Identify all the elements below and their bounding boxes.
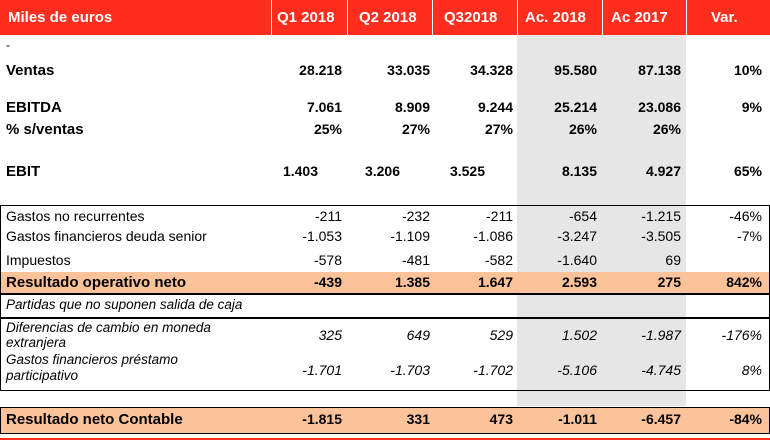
cell-dif-cambio-var: -176%	[721, 327, 762, 343]
cell-res-op-q3: 1.647	[477, 274, 513, 290]
cell-gastos-prest-ac2018: -5.106	[557, 362, 597, 378]
cell-ebit-q3: 3.525	[449, 163, 485, 179]
header-divider	[347, 0, 348, 35]
cell-impuestos-q1: -578	[313, 252, 342, 268]
cell-ventas-var: 10%	[733, 62, 762, 78]
header-label: Miles de euros	[8, 9, 113, 26]
cell-gastos-nr-var: -46%	[729, 208, 762, 224]
cell-gastos-nr-ac2018: -654	[568, 208, 597, 224]
resultado-operativo-band	[0, 272, 770, 294]
cell-gastos-fin-ac2018: -3.247	[557, 228, 597, 244]
cell-res-op-ac2018: 2.593	[561, 274, 597, 290]
row-label-gastos-no-recurrentes: Gastos no recurrentes	[6, 208, 145, 224]
cell-ebitda-q2: 8.909	[394, 99, 430, 115]
row-label-diferencias-cambio-line1: Diferencias de cambio en moneda	[6, 320, 211, 335]
cell-gastos-prest-q2: -1.703	[390, 362, 430, 378]
row-label-gastos-financieros-deuda: Gastos financieros deuda senior	[6, 228, 207, 244]
cell-gastos-nr-q2: -232	[401, 208, 430, 224]
cell-gastos-prest-ac2017: -4.745	[641, 362, 681, 378]
cell-gastos-fin-q3: -1.086	[473, 228, 513, 244]
column-header-q3-2018: Q32018	[444, 9, 498, 26]
row-label-impuestos: Impuestos	[6, 252, 71, 268]
header-divider	[432, 0, 433, 35]
cell-ebitda-q3: 9.244	[477, 99, 513, 115]
column-header-q1-2018: Q1 2018	[277, 9, 335, 26]
cell-impuestos-q2: -481	[401, 252, 430, 268]
resultado-neto-band	[0, 407, 770, 433]
cell-impuestos-ac2018: -1.640	[557, 252, 597, 268]
cell-res-neto-q3: 473	[489, 411, 513, 427]
cell-ebit-var: 65%	[733, 163, 762, 179]
cell-pct-q3: 27%	[484, 121, 513, 137]
cell-gastos-nr-ac2017: -1.215	[641, 208, 681, 224]
cell-gastos-prest-var: 8%	[741, 362, 762, 378]
cell-pct-ac2017: 26%	[652, 121, 681, 137]
cell-pct-q2: 27%	[401, 121, 430, 137]
column-header-q2-2018: Q2 2018	[359, 9, 417, 26]
cell-ventas-q2: 33.035	[387, 62, 430, 78]
cell-res-op-q1: -439	[313, 274, 342, 290]
cell-gastos-fin-ac2017: -3.505	[641, 228, 681, 244]
cell-gastos-prest-q1: -1.701	[302, 362, 342, 378]
cell-ebit-q1: 1.403	[282, 163, 318, 179]
cell-gastos-fin-var: -7%	[737, 228, 762, 244]
cell-gastos-fin-q2: -1.109	[390, 228, 430, 244]
cell-dif-cambio-ac2017: -1.987	[641, 327, 681, 343]
header-divider	[602, 0, 603, 35]
cell-dif-cambio-q3: 529	[489, 327, 513, 343]
row-label-resultado-neto: Resultado neto Contable	[6, 411, 183, 428]
header-divider	[517, 0, 518, 35]
row-label-resultado-operativo: Resultado operativo neto	[6, 274, 187, 291]
row-label-ventas: Ventas	[6, 62, 55, 79]
column-header-ac-2018: Ac. 2018	[525, 9, 586, 26]
cell-ebit-ac2018: 8.135	[561, 163, 597, 179]
cell-gastos-prest-q3: -1.702	[473, 362, 513, 378]
cell-gastos-nr-q3: -211	[486, 208, 513, 224]
cell-res-neto-q2: 331	[406, 411, 430, 427]
cell-ventas-q1: 28.218	[299, 62, 342, 78]
cell-res-op-q2: 1.385	[394, 274, 430, 290]
header-divider	[271, 0, 272, 35]
row-label-diferencias-cambio-line2: extranjera	[6, 335, 67, 350]
cell-gastos-fin-q1: -1.053	[302, 228, 342, 244]
cell-ventas-ac2017: 87.138	[638, 62, 681, 78]
cell-ebit-q2: 3.206	[364, 163, 400, 179]
section-label-partidas: Partidas que no suponen salida de caja	[6, 297, 243, 312]
cell-dif-cambio-q1: 325	[318, 327, 342, 343]
header-divider	[686, 0, 687, 35]
cell-dif-cambio-q2: 649	[406, 327, 430, 343]
cell-res-op-var: 842%	[726, 274, 762, 290]
table-header	[0, 0, 770, 35]
cell-res-neto-var: -84%	[729, 411, 762, 427]
cell-res-op-ac2017: 275	[657, 274, 681, 290]
cell-ebitda-ac2017: 23.086	[638, 99, 681, 115]
cell-impuestos-q3: -582	[484, 252, 513, 268]
bottom-red-rule	[0, 438, 770, 440]
cell-ebitda-var: 9%	[741, 99, 762, 115]
cell-res-neto-ac2017: -6.457	[641, 411, 681, 427]
cell-impuestos-ac2017: 69	[665, 252, 681, 268]
cell-dif-cambio-ac2018: 1.502	[561, 327, 597, 343]
cell-ventas-ac2018: 95.580	[554, 62, 597, 78]
column-header-var: Var.	[711, 9, 738, 26]
cell-ebitda-q1: 7.061	[306, 99, 342, 115]
cell-pct-q1: 25%	[313, 121, 342, 137]
accumulated-columns-shade	[517, 35, 686, 406]
cell-res-neto-ac2018: -1.011	[558, 411, 597, 427]
row-label-gastos-prestamo-line2: participativo	[6, 368, 79, 383]
cell-pct-ac2018: 26%	[568, 121, 597, 137]
row-label-ebitda: EBITDA	[6, 99, 62, 116]
column-header-ac-2017: Ac 2017	[611, 9, 668, 26]
row-label-gastos-prestamo-line1: Gastos financieros préstamo	[6, 352, 178, 367]
cell-ebit-ac2017: 4.927	[645, 163, 681, 179]
row-label-ebit: EBIT	[6, 163, 41, 180]
cell-ebitda-ac2018: 25.214	[554, 99, 597, 115]
cell-gastos-nr-q1: -211	[315, 208, 342, 224]
row-label-pct-ventas: % s/ventas	[6, 121, 84, 138]
cell-res-neto-q1: -1.815	[302, 411, 342, 427]
cell-ventas-q3: 34.328	[470, 62, 513, 78]
small-mark: -	[6, 38, 10, 52]
